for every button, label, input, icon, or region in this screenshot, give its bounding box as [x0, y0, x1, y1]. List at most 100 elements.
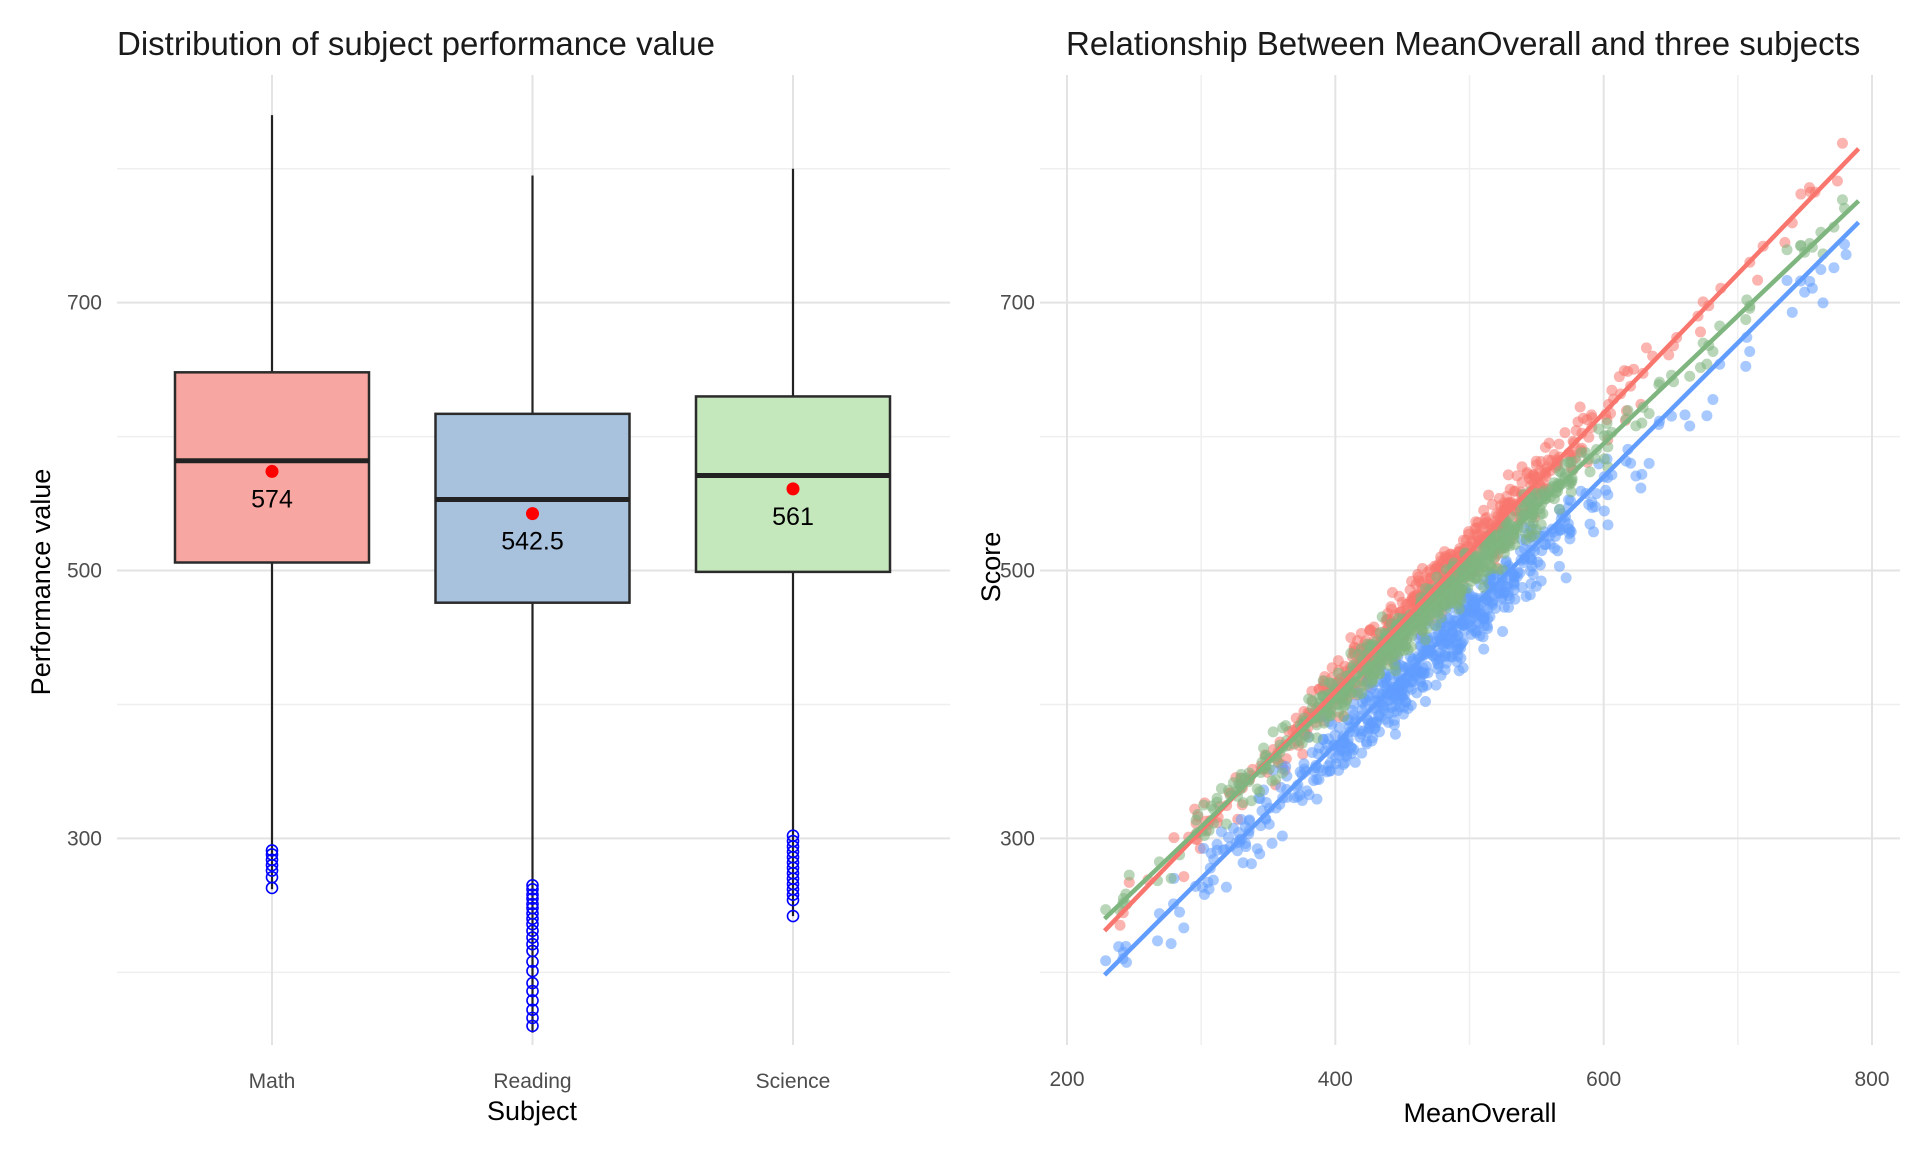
- scatter-point: [1625, 457, 1637, 469]
- scatter-point: [1504, 483, 1516, 495]
- scatter-x-axis-title: MeanOverall: [1403, 1098, 1556, 1128]
- scatter-point: [1345, 632, 1357, 644]
- scatter-point: [1786, 306, 1798, 318]
- scatter-point: [1534, 508, 1546, 520]
- y-tick-label: 500: [1000, 560, 1035, 583]
- scatter-point: [1590, 488, 1602, 500]
- scatter-point: [1520, 496, 1532, 508]
- scatter-point: [1432, 657, 1444, 669]
- outlier-point: [526, 924, 539, 938]
- scatter-point: [1643, 407, 1655, 419]
- scatter-point: [1114, 919, 1126, 931]
- scatter-point: [1601, 417, 1613, 429]
- scatter-point: [1781, 244, 1793, 256]
- x-tick-label: Science: [756, 1070, 831, 1093]
- regression-line-2: [1103, 199, 1861, 921]
- scatter-point: [1379, 713, 1391, 725]
- scatter-point: [1598, 453, 1610, 465]
- outlier-point: [526, 897, 539, 911]
- scatter-point: [1564, 524, 1576, 536]
- scatter-point: [1178, 871, 1190, 883]
- scatter-point: [1630, 470, 1642, 482]
- scatter-point: [1560, 572, 1572, 584]
- scatter-point: [1297, 748, 1309, 760]
- scatter-point: [1245, 858, 1257, 870]
- scatter-point: [1411, 687, 1423, 699]
- boxplot-x-axis-title: Subject: [487, 1096, 578, 1126]
- scatter-point: [1202, 876, 1214, 888]
- scatter-point: [1598, 505, 1610, 517]
- scatter-point: [1211, 796, 1223, 808]
- outlier-point: [526, 944, 539, 958]
- scatter-point: [1451, 644, 1463, 656]
- outlier-point: [526, 1003, 539, 1017]
- scatter-point: [1572, 416, 1584, 428]
- outlier-point: [526, 976, 539, 990]
- scatter-point: [1781, 274, 1793, 286]
- box-science: 561: [694, 168, 892, 923]
- outlier-point: [265, 853, 279, 867]
- scatter-point: [1277, 722, 1289, 734]
- y-tick-label: 500: [67, 560, 102, 583]
- outlier-point: [526, 964, 539, 978]
- scatter-point: [1355, 627, 1367, 639]
- outlier-point: [526, 901, 539, 915]
- scatter-point: [1795, 240, 1807, 252]
- scatter-point: [1559, 427, 1571, 439]
- scatter-point: [1313, 742, 1325, 754]
- scatter-point: [1235, 814, 1247, 826]
- scatter-point: [1622, 405, 1634, 417]
- x-tick-label: 600: [1586, 1068, 1621, 1091]
- scatter-point: [1123, 869, 1135, 881]
- boxplot-marks: 574 542.5 561: [173, 115, 892, 1033]
- outlier-point: [265, 848, 279, 861]
- y-tick-label: 700: [67, 292, 102, 315]
- scatter-point: [1474, 630, 1486, 642]
- scatter-point: [1378, 679, 1390, 691]
- scatter-point: [1553, 503, 1565, 515]
- scatter-point: [1663, 349, 1675, 361]
- scatter-point: [1535, 519, 1547, 531]
- scatter-point: [1388, 714, 1400, 726]
- scatter-point: [1602, 519, 1614, 531]
- outlier-point: [526, 892, 539, 905]
- scatter-point: [1483, 489, 1495, 501]
- scatter-point: [1527, 568, 1539, 580]
- scatter-points: [1100, 137, 1852, 968]
- scatter-point: [1516, 476, 1528, 488]
- outlier-point: [526, 907, 539, 920]
- scatter-point: [1369, 667, 1381, 679]
- scatter-point: [1332, 655, 1344, 667]
- box-math: 574: [173, 115, 371, 895]
- scatter-point: [1420, 582, 1432, 594]
- scatter-point: [1152, 935, 1164, 947]
- scatter-point: [1679, 409, 1691, 421]
- scatter-point: [1806, 282, 1818, 294]
- scatter-point: [1291, 791, 1303, 803]
- scatter-point: [1694, 326, 1706, 338]
- boxplot-panel: 574 542.5 561 300 500 700 Math Reading Science…: [26, 25, 950, 1126]
- scatter-point: [1586, 496, 1598, 508]
- scatter-point: [1635, 482, 1647, 494]
- boxplot-x-ticks: Math Reading Science: [249, 1070, 831, 1093]
- scatter-point: [1190, 814, 1202, 826]
- scatter-point: [1478, 581, 1490, 593]
- scatter-point: [1553, 438, 1565, 450]
- mean-point: [526, 507, 539, 521]
- scatter-point: [1684, 420, 1696, 432]
- scatter-point: [1339, 746, 1351, 758]
- scatter-point: [1419, 667, 1431, 679]
- scatter-point: [1836, 194, 1848, 206]
- scatter-point: [1439, 664, 1451, 676]
- scatter-point: [1628, 363, 1640, 375]
- scatter-point: [1535, 575, 1547, 587]
- scatter-point: [1317, 764, 1329, 776]
- scatter-point: [1553, 560, 1565, 572]
- boxplot-title: Distribution of subject performance valu…: [117, 25, 715, 62]
- scatter-point: [1831, 175, 1843, 187]
- scatter-point: [1600, 484, 1612, 496]
- mean-point: [786, 482, 800, 496]
- scatter-point: [1332, 667, 1344, 679]
- boxplot-y-ticks: 300 500 700: [67, 292, 102, 851]
